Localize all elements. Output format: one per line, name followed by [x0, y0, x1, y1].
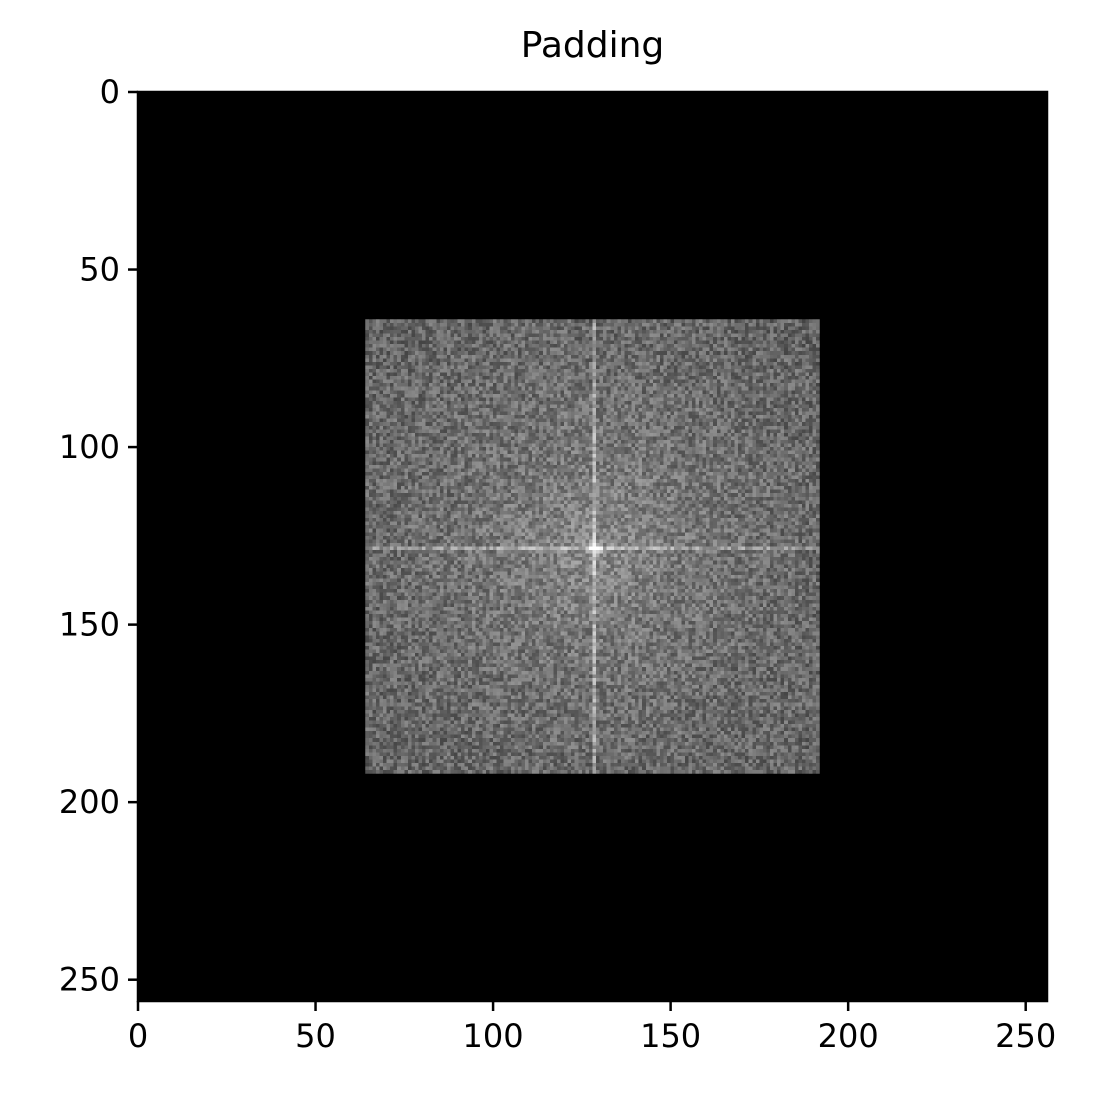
x-tick-label: 0	[128, 1017, 148, 1055]
fft-spectrum-region	[365, 319, 820, 774]
y-tick-label: 250	[59, 961, 120, 999]
y-axis-ticks: 0 50 100 150 200 250	[59, 73, 138, 999]
x-axis-ticks: 0 50 100 150 200 250	[128, 1001, 1056, 1055]
chart-title: Padding	[520, 25, 665, 66]
x-tick-label: 50	[295, 1017, 336, 1055]
y-tick-label: 150	[59, 606, 120, 644]
y-tick-label: 100	[59, 428, 120, 466]
axes-frame	[136, 90, 1049, 1003]
y-tick-label: 50	[79, 251, 120, 289]
x-tick-label: 200	[818, 1017, 879, 1055]
y-tick-label: 0	[100, 73, 120, 111]
y-tick-label: 200	[59, 783, 120, 821]
x-tick-label: 150	[640, 1017, 701, 1055]
spectrum-image	[365, 319, 820, 774]
x-tick-label: 250	[995, 1017, 1056, 1055]
x-tick-label: 100	[463, 1017, 524, 1055]
